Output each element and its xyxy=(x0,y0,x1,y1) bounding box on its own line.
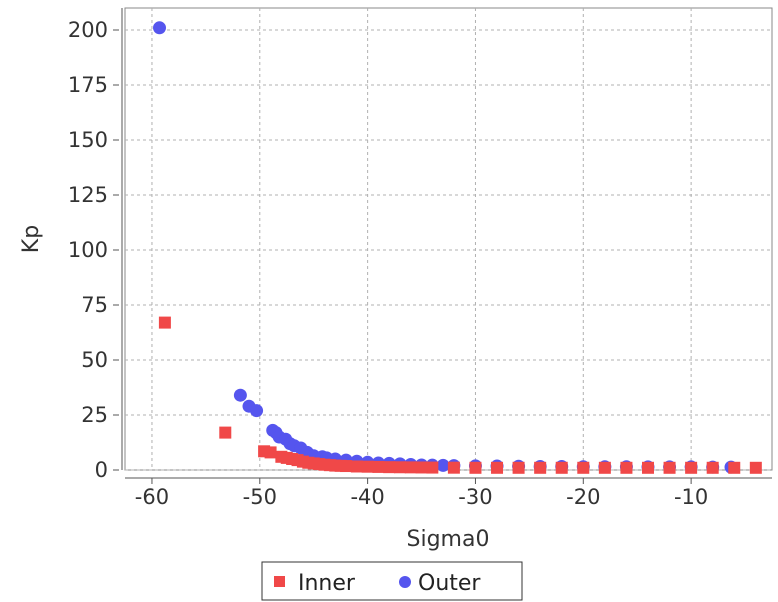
inner-point xyxy=(158,316,171,329)
plot-area xyxy=(124,7,773,471)
x-tick-label: -50 xyxy=(243,485,277,509)
inner-point xyxy=(415,461,428,474)
y-axis-title: Kp xyxy=(19,225,44,253)
inner-point xyxy=(663,461,676,474)
y-tick-label: 175 xyxy=(68,73,108,97)
inner-point xyxy=(350,460,363,473)
inner-point xyxy=(512,461,525,474)
inner-point xyxy=(534,461,547,474)
inner-point xyxy=(361,460,374,473)
inner-point xyxy=(426,461,439,474)
y-tick-label: 25 xyxy=(81,403,108,427)
y-tick-label: 50 xyxy=(81,348,108,372)
x-axis-title: Sigma0 xyxy=(407,527,490,552)
legend-outer-label: Outer xyxy=(418,571,481,596)
outer-point xyxy=(233,388,247,402)
outer-point xyxy=(436,458,450,472)
inner-point xyxy=(728,461,741,474)
inner-point xyxy=(749,461,762,474)
inner-point xyxy=(577,461,590,474)
inner-point xyxy=(598,461,611,474)
y-tick-label: 200 xyxy=(68,18,108,42)
inner-point xyxy=(404,461,417,474)
outer-point xyxy=(250,404,264,418)
y-tick-label: 150 xyxy=(68,128,108,152)
inner-point xyxy=(555,461,568,474)
inner-point xyxy=(372,460,385,473)
y-tick-label: 125 xyxy=(68,183,108,207)
inner-point xyxy=(340,460,353,473)
data-points xyxy=(153,21,762,474)
y-tick-label: 0 xyxy=(95,458,108,482)
inner-point xyxy=(620,461,633,474)
y-tick-label: 75 xyxy=(81,293,108,317)
x-tick-label: -30 xyxy=(458,485,492,509)
inner-point xyxy=(469,461,482,474)
legend-inner-label: Inner xyxy=(298,571,356,596)
inner-point xyxy=(264,446,277,459)
grid xyxy=(125,8,772,471)
x-tick-label: -60 xyxy=(135,485,169,509)
inner-point xyxy=(641,461,654,474)
outer-point xyxy=(153,21,167,35)
inner-point xyxy=(393,461,406,474)
x-tick-label: -20 xyxy=(566,485,600,509)
inner-point xyxy=(447,461,460,474)
x-tick-label: -40 xyxy=(350,485,384,509)
inner-point xyxy=(685,461,698,474)
inner-point xyxy=(706,461,719,474)
y-tick-label: 100 xyxy=(68,238,108,262)
legend-inner-marker xyxy=(274,576,285,587)
inner-point xyxy=(383,461,396,474)
legend-outer-marker xyxy=(399,576,411,588)
legend: Inner Outer xyxy=(261,561,523,601)
inner-point xyxy=(219,426,232,439)
x-tick-label: -10 xyxy=(674,485,708,509)
axes: -60 -50 -40 -30 -20 -10 0 25 50 75 100 125 150 175 200 xyxy=(68,8,772,509)
legend-box xyxy=(261,561,523,601)
inner-point xyxy=(491,461,504,474)
